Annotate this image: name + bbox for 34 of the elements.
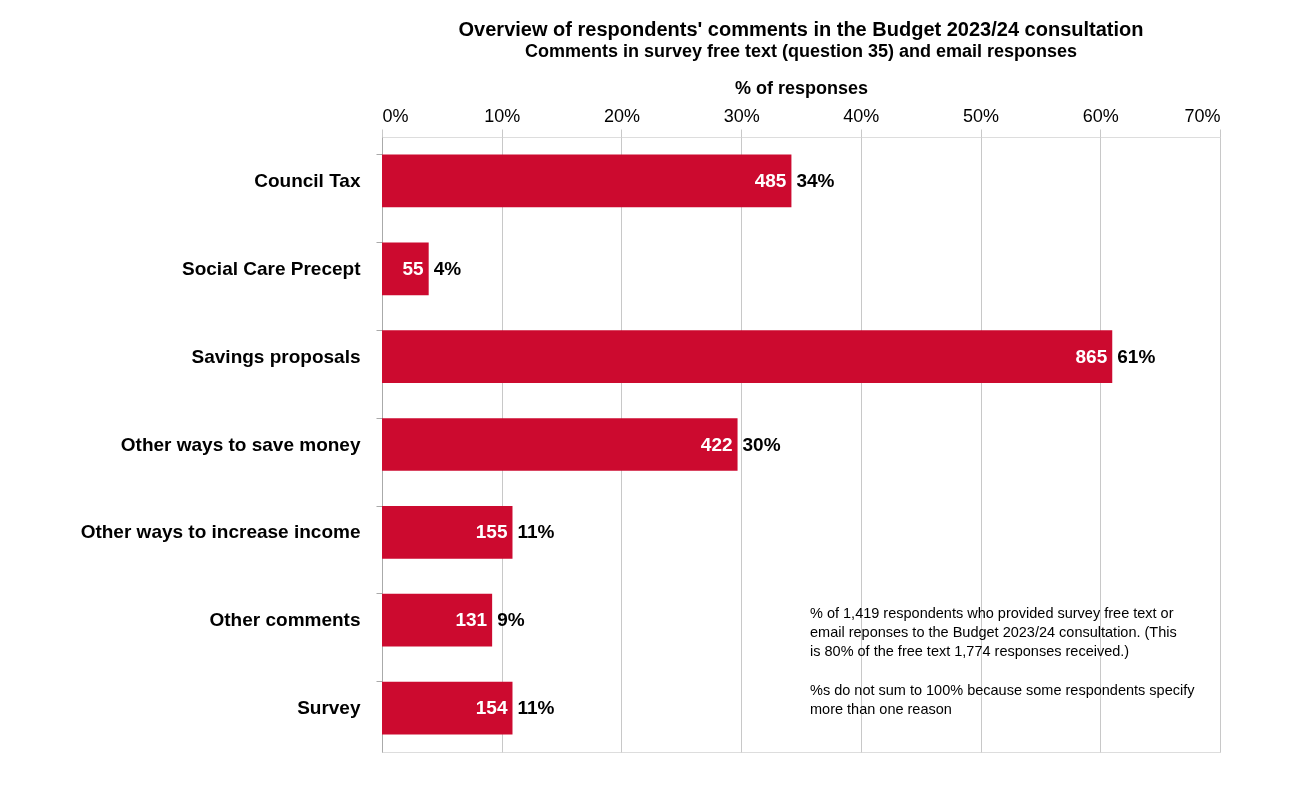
annotation: 422	[700, 433, 733, 455]
data-label: 9%	[497, 609, 525, 631]
x-tick-label: 0%	[382, 105, 409, 126]
data-label: 30%	[742, 433, 781, 455]
x-tick-label: 70%	[1184, 105, 1221, 126]
x-tick-label: 10%	[484, 105, 521, 126]
annotation: 154	[475, 697, 508, 719]
data-label: 34%	[796, 169, 835, 191]
y-tick-label: Council Tax	[254, 169, 361, 191]
x-axis-title: % of responses	[734, 77, 869, 98]
annotation: 155	[475, 521, 508, 543]
data-label: 4%	[433, 257, 462, 279]
x-tick-label: 60%	[1082, 105, 1119, 126]
y-tick-label: Social Care Precept	[182, 257, 362, 279]
annotation: 131	[455, 609, 488, 631]
x-tick-label: 50%	[963, 105, 1000, 126]
x-tick-label: 20%	[603, 105, 640, 126]
x-tick-label: 40%	[843, 105, 880, 126]
data-label: 61%	[1117, 345, 1156, 367]
y-tick-label: Other ways to save money	[120, 433, 361, 455]
x-tick-label: 30%	[723, 105, 760, 126]
y-tick-label: Survey	[297, 697, 361, 719]
data-label: 11%	[517, 521, 555, 543]
annotation: 865	[1075, 345, 1108, 367]
y-tick-label: Other comments	[209, 609, 361, 631]
y-tick-label: Savings proposals	[191, 345, 361, 367]
chart-title: Overview of respondents' comments in the Budget 2023/24 consultation	[458, 18, 1144, 40]
annotation: %s do not sum to 100% because some respondents specify more than one reason	[810, 682, 1196, 717]
y-tick-label: Other ways to increase income	[80, 521, 361, 543]
annotation: % of 1,419 respondents who provided survey free text or email reponses to the Budget 2023/24 consultation. (This is 80% of the free text 1,774 responses received.)	[810, 605, 1177, 659]
annotation: 485	[754, 169, 787, 191]
annotation: 55	[402, 257, 425, 279]
data-label: 11%	[517, 697, 555, 719]
chart-subtitle: Comments in survey free text (question 35) and email responses	[524, 41, 1078, 61]
